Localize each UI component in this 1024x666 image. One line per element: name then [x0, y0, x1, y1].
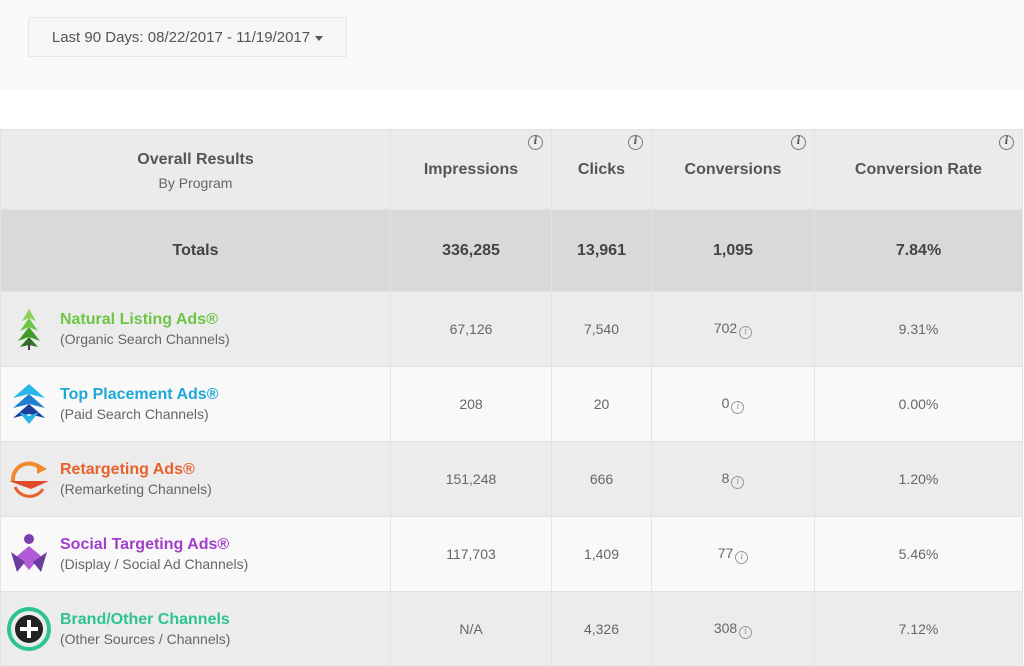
- totals-conversion-rate: 7.84%: [814, 209, 1023, 292]
- date-range-dropdown[interactable]: Last 90 Days: 08/22/2017 - 11/19/2017: [28, 17, 347, 57]
- info-icon[interactable]: i: [999, 135, 1014, 150]
- info-icon[interactable]: i: [739, 325, 753, 339]
- totals-clicks: 13,961: [551, 209, 652, 292]
- conversions-value: 702: [713, 319, 738, 336]
- table-row: Natural Listing Ads® (Organic Search Cha…: [0, 291, 1023, 367]
- results-table: Overall Results By Program i Impressions…: [0, 129, 1023, 666]
- toolbar: Last 90 Days: 08/22/2017 - 11/19/2017: [0, 0, 1024, 90]
- program-subtitle: (Other Sources / Channels): [60, 631, 231, 647]
- impressions-cell: 151,248: [390, 441, 552, 517]
- program-cell: Brand/Other Channels (Other Sources / Ch…: [0, 591, 391, 666]
- conversions-cell: 308 i: [651, 591, 815, 666]
- totals-row: Totals 336,285 13,961 1,095 7.84%: [0, 209, 1023, 292]
- leaf-logo-icon: [7, 307, 51, 351]
- conversion-rate-cell: 9.31%: [814, 291, 1023, 367]
- program-name[interactable]: Retargeting Ads®: [60, 461, 195, 478]
- clicks-cell: 666: [551, 441, 652, 517]
- totals-conversions: 1,095: [651, 209, 815, 292]
- conversion-rate-cell: 5.46%: [814, 516, 1023, 592]
- retarget-arrow-logo-icon: [7, 457, 51, 501]
- totals-impressions: 336,285: [390, 209, 552, 292]
- header-label: Conversions: [684, 160, 782, 178]
- conversions-value: 308: [713, 619, 738, 636]
- program-name[interactable]: Natural Listing Ads®: [60, 311, 218, 328]
- table-row: Retargeting Ads® (Remarketing Channels) …: [0, 441, 1023, 517]
- header-impressions: i Impressions: [390, 129, 552, 210]
- header-subtitle: By Program: [158, 174, 233, 191]
- clicks-cell: 4,326: [551, 591, 652, 666]
- table-header-row: Overall Results By Program i Impressions…: [0, 129, 1023, 210]
- program-cell: Natural Listing Ads® (Organic Search Cha…: [0, 291, 391, 367]
- table-row: Social Targeting Ads® (Display / Social …: [0, 516, 1023, 592]
- program-subtitle: (Display / Social Ad Channels): [60, 556, 249, 572]
- conversions-value: 77: [717, 544, 734, 561]
- info-icon[interactable]: i: [528, 135, 543, 150]
- conversions-cell: 702 i: [651, 291, 815, 367]
- program-cell: Social Targeting Ads® (Display / Social …: [0, 516, 391, 592]
- header-overall-results: Overall Results By Program: [0, 129, 391, 210]
- impressions-cell: 117,703: [390, 516, 552, 592]
- info-icon[interactable]: i: [731, 400, 745, 414]
- header-label: Clicks: [577, 160, 626, 178]
- header-clicks: i Clicks: [551, 129, 652, 210]
- impressions-cell: 67,126: [390, 291, 552, 367]
- clicks-cell: 1,409: [551, 516, 652, 592]
- program-subtitle: (Paid Search Channels): [60, 406, 209, 422]
- header-title: Overall Results: [137, 150, 254, 168]
- header-label: Impressions: [423, 160, 519, 178]
- program-name[interactable]: Brand/Other Channels: [60, 611, 230, 628]
- clicks-cell: 7,540: [551, 291, 652, 367]
- arrow-up-logo-icon: [7, 382, 51, 426]
- info-icon[interactable]: i: [739, 625, 753, 639]
- program-subtitle: (Remarketing Channels): [60, 481, 212, 497]
- results-table-container: Overall Results By Program i Impressions…: [0, 129, 1024, 666]
- totals-label: Totals: [0, 209, 391, 292]
- caret-down-icon: [315, 35, 324, 41]
- social-people-logo-icon: [7, 532, 51, 576]
- plus-circle-logo-icon: [7, 607, 51, 651]
- conversion-rate-cell: 0.00%: [814, 366, 1023, 442]
- info-icon[interactable]: i: [791, 135, 806, 150]
- header-label: Conversion Rate: [854, 160, 983, 178]
- impressions-cell: 208: [390, 366, 552, 442]
- program-cell: Top Placement Ads® (Paid Search Channels…: [0, 366, 391, 442]
- program-name[interactable]: Top Placement Ads®: [60, 386, 219, 403]
- program-cell: Retargeting Ads® (Remarketing Channels): [0, 441, 391, 517]
- header-conversions: i Conversions: [651, 129, 815, 210]
- conversions-value: 8: [721, 469, 730, 486]
- info-icon[interactable]: i: [731, 475, 745, 489]
- conversions-value: 0: [721, 394, 730, 411]
- header-conversion-rate: i Conversion Rate: [814, 129, 1023, 210]
- date-range-label: Last 90 Days: 08/22/2017 - 11/19/2017: [51, 28, 311, 46]
- conversions-cell: 77 i: [651, 516, 815, 592]
- impressions-cell: N/A: [390, 591, 552, 666]
- program-name[interactable]: Social Targeting Ads®: [60, 536, 230, 553]
- conversion-rate-cell: 7.12%: [814, 591, 1023, 666]
- info-icon[interactable]: i: [735, 550, 749, 564]
- clicks-cell: 20: [551, 366, 652, 442]
- table-row: Top Placement Ads® (Paid Search Channels…: [0, 366, 1023, 442]
- conversion-rate-cell: 1.20%: [814, 441, 1023, 517]
- table-row: Brand/Other Channels (Other Sources / Ch…: [0, 591, 1023, 666]
- program-subtitle: (Organic Search Channels): [60, 331, 230, 347]
- info-icon[interactable]: i: [628, 135, 643, 150]
